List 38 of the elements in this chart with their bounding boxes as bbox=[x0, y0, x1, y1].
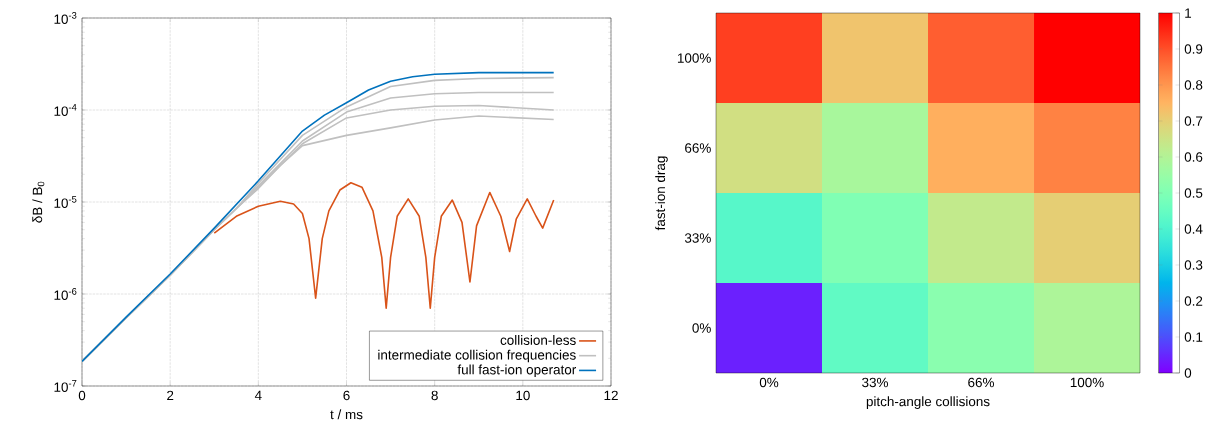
x-tick-label: 33% bbox=[862, 377, 888, 388]
x-tick-label: 100% bbox=[1070, 377, 1104, 388]
x-axis-title: t / ms bbox=[330, 409, 363, 420]
y-axis-title: δB / B$_{0}$ bbox=[32, 181, 45, 223]
x-tick-label: 2 bbox=[167, 390, 174, 401]
x-tick-label: 0 bbox=[78, 390, 86, 401]
x-tick-label: 4 bbox=[254, 390, 262, 400]
color-bar-label: 0.9 bbox=[1184, 44, 1203, 54]
color-bar-label: 0.1 bbox=[1184, 332, 1203, 342]
legend-label: full fast-ion operator bbox=[457, 364, 577, 378]
legend-label: collision-less bbox=[500, 335, 576, 345]
y-axis-title: fast-ion drag bbox=[655, 156, 668, 231]
y-tick-label: 66% bbox=[685, 143, 711, 153]
y-tick-label: 10$^{-5}$ bbox=[54, 196, 77, 208]
y-tick-label: 33% bbox=[684, 233, 711, 243]
color-bar-label: 0.5 bbox=[1184, 188, 1203, 198]
y-tick-label: 10$^{-6}$ bbox=[54, 288, 77, 300]
x-tick-label: 10 bbox=[516, 390, 530, 401]
legend-label: intermediate collision frequencies bbox=[378, 349, 576, 363]
x-tick-label: 8 bbox=[431, 390, 438, 401]
y-tick-label: 0% bbox=[692, 323, 711, 333]
color-bar-label: 0 bbox=[1184, 368, 1192, 378]
color-bar-label: 0.4 bbox=[1184, 224, 1203, 234]
y-tick-label: 100% bbox=[677, 53, 711, 63]
color-bar-label: 1 bbox=[1185, 8, 1192, 18]
color-bar-label: 0.8 bbox=[1184, 80, 1203, 90]
color-bar-label: 0.6 bbox=[1184, 152, 1203, 162]
x-tick-label: 66% bbox=[968, 377, 994, 388]
y-tick-label: 10$^{-7}$ bbox=[54, 380, 77, 392]
y-tick-label: 10$^{-4}$ bbox=[54, 104, 77, 116]
x-tick-label: 12 bbox=[604, 390, 618, 401]
x-tick-label: 0% bbox=[759, 377, 779, 388]
x-tick-label: 6 bbox=[343, 390, 350, 401]
x-axis-title: pitch-angle collisions bbox=[866, 396, 990, 409]
color-bar-label: 0.3 bbox=[1184, 260, 1203, 270]
color-bar-label: 0.7 bbox=[1184, 116, 1203, 126]
y-tick-label: 10$^{-3}$ bbox=[54, 12, 77, 24]
color-bar-label: 0.2 bbox=[1184, 296, 1203, 306]
